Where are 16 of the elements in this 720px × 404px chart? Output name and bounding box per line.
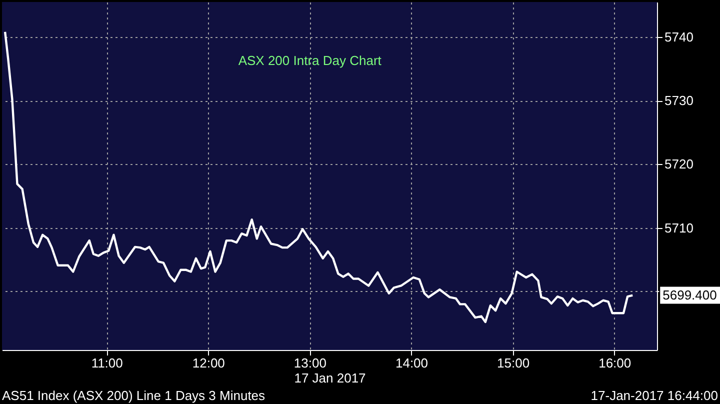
annotation: 5699.400 xyxy=(662,287,717,302)
text: ASX 200 Intra Day Chart xyxy=(238,53,382,68)
text: AS51 Index (ASX 200) Line 1 Days 3 Minutes xyxy=(2,388,266,403)
y-tick-label: 5740 xyxy=(664,29,694,44)
x-tick-label: 14:00 xyxy=(395,356,428,370)
y-tick-label: 5720 xyxy=(664,156,694,172)
x-tick-label: 11:00 xyxy=(91,356,123,370)
y-tick-label: 5710 xyxy=(664,220,694,236)
x-tick-label: 13:00 xyxy=(294,356,326,370)
x-tick-label: 16:00 xyxy=(598,356,632,370)
y-tick-label: 5730 xyxy=(664,93,694,108)
x-axis-title: 17 Jan 2017 xyxy=(294,370,366,386)
line-series xyxy=(4,30,634,324)
x-tick-label: 15:00 xyxy=(497,356,530,370)
text: 17-Jan-2017 16:44:00 xyxy=(590,388,718,403)
x-tick-label: 12:00 xyxy=(192,356,225,370)
